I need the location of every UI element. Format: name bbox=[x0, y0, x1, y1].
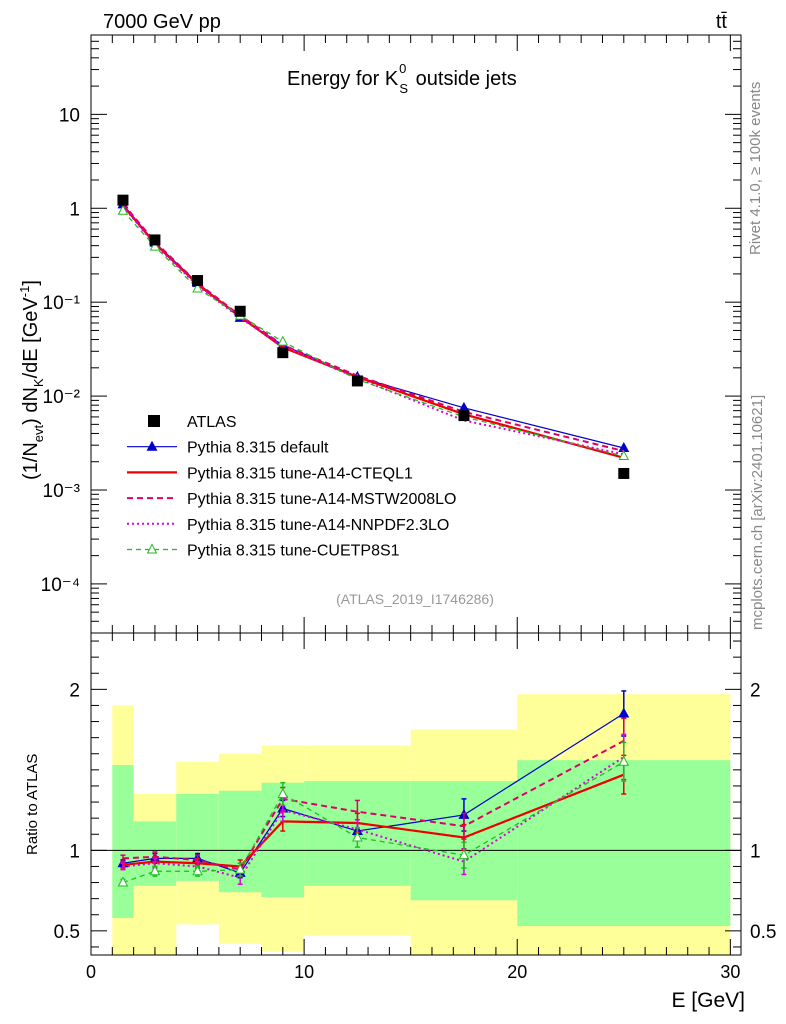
legend-marker-cuetp bbox=[146, 543, 158, 554]
main-point-cuetp bbox=[618, 449, 630, 461]
main-point-cuetp bbox=[192, 282, 203, 293]
ratio-line-cteql1 bbox=[122, 773, 625, 868]
rivet-version-label: Rivet 4.1.0, ≥ 100k events bbox=[747, 82, 764, 255]
ratio-point-cuetp bbox=[618, 755, 630, 766]
legend-item-mstw: Pythia 8.315 tune-A14-MSTW2008LO bbox=[127, 491, 456, 508]
main-point-cuetp bbox=[277, 335, 289, 346]
x-tick-label: 0 bbox=[86, 962, 96, 982]
y-tick-label: 10⁻³ bbox=[43, 481, 81, 502]
y-tick-label: 10⁻² bbox=[43, 387, 81, 408]
ratio-tick-label-left: 1 bbox=[69, 841, 80, 862]
main-point-cuetp bbox=[117, 204, 129, 215]
y-tick-label: 10⁻⁴ bbox=[41, 575, 80, 596]
ratio-plot-frame bbox=[90, 632, 742, 956]
header-energy-label: 7000 GeV pp bbox=[103, 11, 221, 33]
legend-item-default: Pythia 8.315 default bbox=[127, 440, 329, 457]
main-line-nnpdf bbox=[122, 205, 624, 456]
ratio-point-cuetp bbox=[192, 865, 203, 876]
x-axis-label: E [GeV] bbox=[671, 989, 745, 1012]
ratio-point-cuetp bbox=[277, 787, 289, 798]
ratio-point-default bbox=[618, 707, 630, 718]
legend-label-cuetp: Pythia 8.315 tune-CUETP8S1 bbox=[187, 543, 400, 560]
ratio-y-axis-label: Ratio to ATLAS bbox=[24, 754, 41, 855]
main-point-cuetp bbox=[149, 240, 161, 251]
ratio-tick-label-right: 0.5 bbox=[750, 922, 776, 943]
y-axis-label: (1/Nevt) dNK/dE [GeV-1] bbox=[17, 280, 46, 480]
legend-item-cteql1: Pythia 8.315 tune-A14-CTEQL1 bbox=[127, 465, 413, 482]
legend: ATLAS Pythia 8.315 default Pythia 8.315 tu… bbox=[127, 414, 456, 560]
ratio-line-cuetp bbox=[122, 761, 625, 884]
atlas-data-point bbox=[351, 375, 363, 387]
atlas-data-point bbox=[458, 410, 470, 422]
ratio-plot-panel: 0 10 20 30 0.5 0.5 1 1 2 2 Ratio to ATLAS bbox=[24, 632, 776, 982]
ratio-point-cuetp bbox=[458, 849, 470, 860]
x-tick-label: 10 bbox=[294, 962, 314, 982]
y-tick-label: 10 bbox=[59, 105, 80, 126]
main-line-cuetp bbox=[122, 210, 624, 457]
ratio-point-cuetp bbox=[117, 876, 129, 887]
atlas-data-point bbox=[618, 467, 630, 479]
plot-title: Energy for K0 S outside jets bbox=[287, 61, 517, 96]
main-plot-panel: 10⁻⁴ 10⁻³ 10⁻² 10⁻¹ 1 10 Energy for K0 S outsi… bbox=[17, 34, 742, 634]
legend-item-cuetp: Pythia 8.315 tune-CUETP8S1 bbox=[127, 543, 400, 560]
ratio-tick-label-left: 0.5 bbox=[54, 922, 80, 943]
y-tick-label: 1 bbox=[69, 199, 80, 220]
atlas-data-point bbox=[234, 305, 246, 317]
atlas-data-point bbox=[192, 275, 204, 287]
legend-marker-default bbox=[146, 440, 158, 451]
ratio-point-cuetp bbox=[352, 831, 363, 842]
mcplots-label: mcplots.cern.ch [arXiv:2401.10621] bbox=[749, 395, 766, 630]
ratio-band-inner-0 bbox=[112, 765, 134, 918]
main-line-default bbox=[122, 203, 624, 449]
legend-marker-atlas bbox=[148, 415, 160, 427]
analysis-id-label: (ATLAS_2019_I1746286) bbox=[336, 591, 494, 607]
legend-item-nnpdf: Pythia 8.315 tune-A14-NNPDF2.3LO bbox=[127, 517, 449, 534]
main-point-default bbox=[618, 441, 630, 452]
atlas-data-point bbox=[277, 347, 289, 359]
main-line-cteql1 bbox=[122, 204, 625, 459]
legend-label-cteql1: Pythia 8.315 tune-A14-CTEQL1 bbox=[187, 465, 413, 482]
x-tick-label: 30 bbox=[720, 962, 740, 982]
atlas-data-point bbox=[117, 194, 129, 206]
y-tick-label: 10⁻¹ bbox=[43, 293, 81, 314]
ratio-tick-label-left: 2 bbox=[69, 680, 80, 701]
ratio-point-cuetp bbox=[149, 865, 161, 876]
legend-label-atlas: ATLAS bbox=[187, 414, 237, 431]
header-process-label: tt̄ bbox=[716, 11, 728, 33]
x-tick-label: 20 bbox=[507, 962, 527, 982]
legend-item-atlas: ATLAS bbox=[148, 414, 237, 431]
legend-label-nnpdf: Pythia 8.315 tune-A14-NNPDF2.3LO bbox=[187, 517, 449, 534]
atlas-data-point bbox=[149, 234, 161, 246]
legend-label-default: Pythia 8.315 default bbox=[187, 440, 329, 457]
legend-label-mstw: Pythia 8.315 tune-A14-MSTW2008LO bbox=[187, 491, 456, 508]
ratio-line-default bbox=[122, 712, 625, 874]
ratio-tick-label-right: 1 bbox=[750, 841, 761, 862]
svg-text:(1/Nevt) dNK/dE [GeV-1]: (1/Nevt) dNK/dE [GeV-1] bbox=[17, 280, 46, 480]
ratio-point-cuetp bbox=[234, 863, 246, 874]
main-point-default bbox=[458, 401, 470, 412]
ratio-tick-label-right: 2 bbox=[750, 680, 761, 701]
